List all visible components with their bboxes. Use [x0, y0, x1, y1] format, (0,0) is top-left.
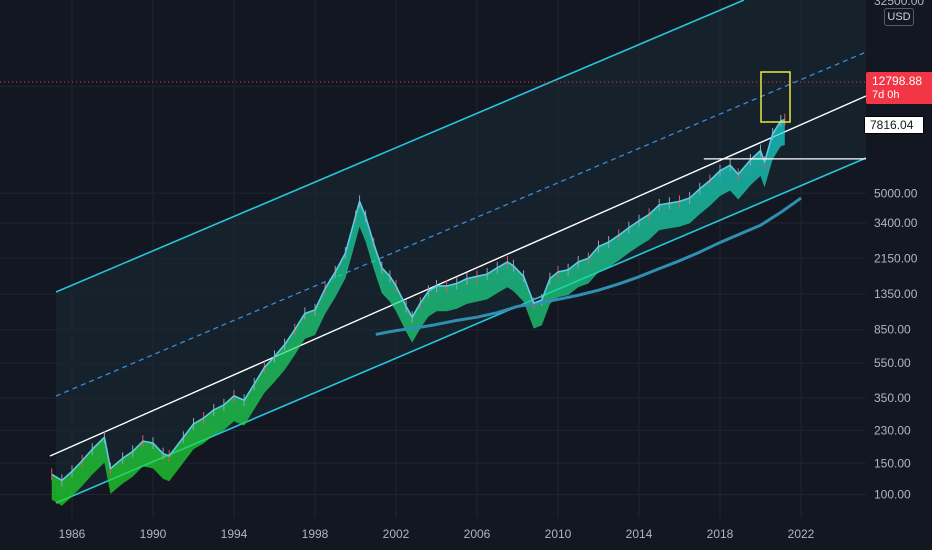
x-tick-label: 2022: [788, 527, 815, 541]
level-price-tag: 7816.04: [864, 116, 924, 134]
y-tick-label: 150.00: [874, 456, 911, 470]
y-axis: 20000.005000.003400.002150.001350.00850.…: [874, 80, 924, 502]
y-tick-label: 550.00: [874, 356, 911, 370]
x-axis: 1986 1990 1994 1998 2002 2006 2010 2014 2018 2022: [59, 527, 815, 541]
x-tick-label: 1998: [302, 527, 329, 541]
x-tick-label: 2014: [626, 527, 653, 541]
y-tick-label: 350.00: [874, 391, 911, 405]
y-tick-label: 1350.00: [874, 287, 918, 301]
y-tick-label: 3400.00: [874, 216, 918, 230]
current-price-tag: 12798.88 7d 0h: [866, 72, 932, 104]
moving-average-line[interactable]: [375, 196, 802, 336]
x-tick-label: 2006: [464, 527, 491, 541]
trend-drawings: [0, 0, 867, 504]
bar-countdown: 7d 0h: [872, 89, 900, 101]
y-tick-label: 100.00: [874, 488, 911, 502]
current-price-value: 12798.88: [872, 74, 923, 88]
series-layer: [51, 113, 866, 506]
x-tick-label: 2002: [383, 527, 410, 541]
regression-line[interactable]: [49, 95, 867, 457]
price-line[interactable]: [51, 118, 786, 482]
channel-upper-line[interactable]: [55, 0, 745, 293]
ema-ribbon: [51, 119, 785, 506]
y-tick-label: 230.00: [874, 423, 911, 437]
y-tick-top-label: 32500.00: [874, 0, 925, 8]
highlight-box[interactable]: [760, 71, 791, 123]
currency-badge[interactable]: USD: [884, 8, 914, 26]
x-tick-label: 1990: [140, 527, 167, 541]
x-tick-label: 2018: [707, 527, 734, 541]
channel-mid-dashed-line[interactable]: [55, 51, 867, 397]
x-tick-label: 1994: [221, 527, 248, 541]
x-tick-label: 1986: [59, 527, 86, 541]
y-tick-label: 5000.00: [874, 186, 918, 200]
regression-channel-fill: [56, 0, 866, 503]
y-tick-label: 850.00: [874, 323, 911, 337]
x-tick-label: 2010: [545, 527, 572, 541]
y-tick-label: 2150.00: [874, 251, 918, 265]
